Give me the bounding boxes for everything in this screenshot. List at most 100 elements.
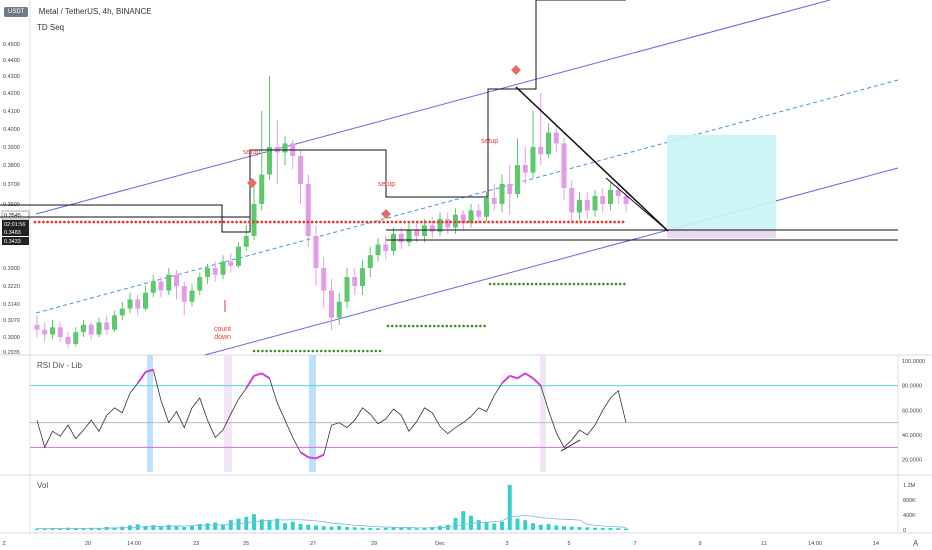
candle-body[interactable] [538, 147, 544, 155]
support-dot [390, 220, 394, 224]
candle-body[interactable] [445, 218, 451, 228]
candle-body[interactable] [88, 324, 94, 335]
candle-body[interactable] [228, 261, 234, 266]
candle-body[interactable] [422, 225, 427, 236]
candle-body[interactable] [189, 290, 195, 302]
candle-body[interactable] [96, 322, 102, 335]
candle-body[interactable] [398, 233, 404, 243]
candle-body[interactable] [135, 299, 141, 309]
candle-body[interactable] [584, 200, 590, 211]
candle-body[interactable] [282, 143, 288, 153]
volume-bar [538, 524, 543, 530]
candle-body[interactable] [174, 274, 179, 286]
candle-body[interactable] [313, 236, 319, 268]
candle-body[interactable] [499, 184, 505, 204]
candle-body[interactable] [429, 225, 435, 232]
support-dot [327, 220, 331, 224]
candle-body[interactable] [375, 244, 381, 256]
td-green-dot [269, 349, 273, 353]
candle-body[interactable] [360, 268, 365, 286]
support-dot [75, 220, 79, 224]
candle-body[interactable] [608, 190, 613, 204]
tradingview-logo[interactable]: A [913, 539, 919, 548]
price-badge-2[interactable] [2, 228, 29, 236]
support-dot [138, 220, 142, 224]
candle-body[interactable] [220, 261, 226, 275]
candle-body[interactable] [491, 198, 497, 204]
support-dot [294, 220, 297, 224]
currency-badge[interactable]: USDT [4, 6, 29, 17]
candle-body[interactable] [143, 292, 148, 309]
candle-body[interactable] [476, 210, 482, 217]
candle-body[interactable] [112, 315, 117, 330]
candle-body[interactable] [259, 174, 265, 205]
candle-body[interactable] [150, 281, 156, 293]
candle-body[interactable] [623, 196, 629, 204]
candle-body[interactable] [530, 147, 536, 173]
candle-body[interactable] [42, 329, 48, 335]
candle-body[interactable] [57, 327, 63, 337]
candle-body[interactable] [119, 308, 125, 316]
candle-body[interactable] [460, 214, 466, 224]
candle-body[interactable] [236, 246, 241, 266]
candle-body[interactable] [212, 268, 218, 275]
td-green-dot [534, 282, 538, 286]
candle-body[interactable] [546, 132, 551, 155]
candle-body[interactable] [515, 165, 520, 194]
candle-body[interactable] [158, 281, 164, 291]
candle-body[interactable] [73, 332, 79, 344]
candle-body[interactable] [205, 268, 210, 277]
support-dot [369, 220, 373, 224]
candle-body[interactable] [81, 324, 86, 333]
candle-body[interactable] [553, 132, 559, 144]
candle-body[interactable] [34, 324, 40, 330]
candle-body[interactable] [197, 277, 203, 291]
candle-body[interactable] [367, 255, 373, 268]
candle-body[interactable] [298, 156, 303, 184]
volume-bar [252, 514, 256, 530]
candle-body[interactable] [468, 210, 474, 224]
candle-body[interactable] [522, 165, 528, 173]
candle-body[interactable] [50, 327, 55, 335]
candle-body[interactable] [243, 236, 249, 247]
candle-body[interactable] [383, 244, 389, 251]
candle-body[interactable] [569, 188, 575, 213]
candle-body[interactable] [484, 198, 489, 217]
candle-body[interactable] [181, 286, 187, 302]
candle-body[interactable] [329, 290, 334, 318]
candle-body[interactable] [437, 218, 443, 232]
support-dot [193, 220, 197, 224]
candle-body[interactable] [344, 277, 350, 302]
candle-body[interactable] [592, 196, 598, 211]
candle-body[interactable] [615, 190, 621, 196]
candle-body[interactable] [251, 204, 257, 236]
price-badge-1[interactable] [2, 220, 29, 228]
candle-body[interactable] [127, 299, 133, 309]
candle-body[interactable] [577, 200, 582, 213]
support-dot [487, 220, 490, 224]
candle-body[interactable] [352, 277, 358, 286]
candle-body[interactable] [336, 301, 342, 318]
volume-bar [546, 523, 551, 530]
time-tick-label: 14 [873, 541, 879, 547]
time-tick-label: 25 [243, 541, 249, 547]
candle-body[interactable] [406, 229, 412, 243]
candle-body[interactable] [104, 322, 110, 330]
candle-body[interactable] [166, 274, 172, 291]
candle-body[interactable] [65, 337, 71, 344]
candle-body[interactable] [561, 143, 567, 188]
support-dot [298, 220, 301, 224]
volume-bar [283, 523, 287, 530]
candle-body[interactable] [321, 268, 327, 291]
candle-body[interactable] [267, 147, 272, 175]
candle-body[interactable] [600, 196, 606, 204]
candle-body[interactable] [507, 184, 513, 194]
price-badge-3[interactable] [2, 237, 29, 245]
price-badge-0[interactable] [1, 210, 30, 220]
candle-body[interactable] [391, 233, 396, 251]
candle-body[interactable] [414, 229, 420, 236]
candle-body[interactable] [305, 184, 311, 236]
td-green-dot [602, 282, 605, 286]
